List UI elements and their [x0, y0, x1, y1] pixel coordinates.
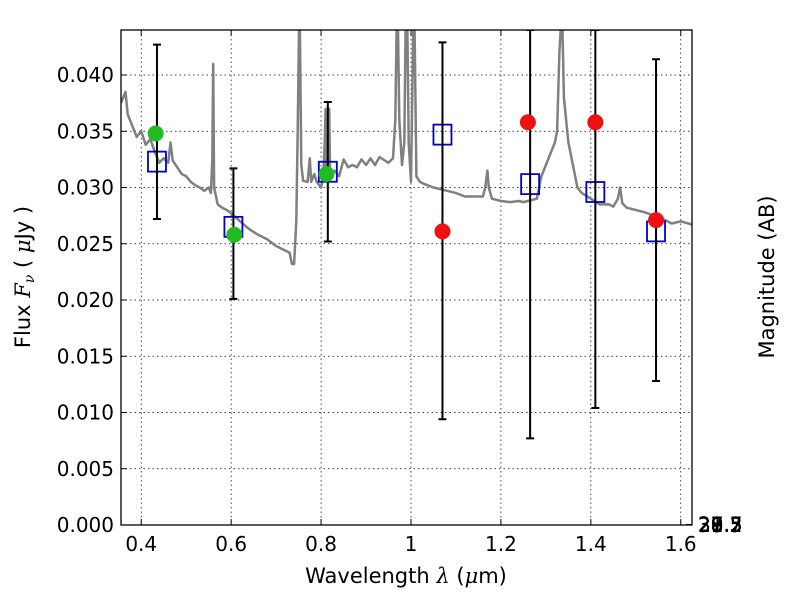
- y-axis-symbol: F: [11, 282, 35, 299]
- y-tick-label: 0.005: [57, 457, 114, 481]
- observed-flux-point: [434, 223, 451, 240]
- y-tick-label: 0.010: [57, 401, 114, 425]
- observed-flux-point: [226, 226, 243, 243]
- y2-tick-label: 27.7: [698, 513, 743, 537]
- y-tick-label: 0.000: [57, 513, 114, 537]
- y2-tick-label: 28.2: [698, 513, 743, 537]
- y-tick-label: 0.020: [57, 288, 114, 312]
- x-tick-label: 1.6: [665, 532, 697, 556]
- y-axis-unit-mu: μ: [11, 239, 35, 253]
- y2-tick-label: 27.5: [698, 513, 743, 537]
- plot-frame: [120, 29, 693, 526]
- x-tick-label: 0.8: [305, 532, 337, 556]
- observed-flux-point: [648, 212, 665, 229]
- x-tick-label: 1.2: [485, 532, 517, 556]
- grid: [121, 30, 692, 526]
- y2-axis-label: Magnitude (AB): [755, 195, 779, 358]
- y2-tick-label: 28: [698, 513, 723, 537]
- x-axis-symbol: λ: [435, 564, 449, 588]
- y-axis-label: Flux Fν ( μJy ): [11, 206, 38, 348]
- x-tick-label: 0.6: [215, 532, 247, 556]
- observed-flux-point: [587, 114, 604, 131]
- y-tick-label: 0.035: [57, 119, 114, 143]
- plot-area: [121, 30, 692, 440]
- y2-tick-label: 29.5: [698, 513, 743, 537]
- y-tick-label: 0.040: [57, 63, 114, 87]
- x-axis-unit-mu: μ: [465, 564, 479, 588]
- model-spectrum-line: [121, 30, 692, 266]
- y2-tick-label: 27.3: [698, 513, 743, 537]
- x-axis-label: Wavelength λ (μm): [305, 564, 507, 588]
- y2-tick-label: 28.5: [698, 513, 743, 537]
- observed-flux-point: [318, 166, 335, 182]
- y-tick-label: 0.030: [57, 176, 114, 200]
- x-tick-label: 1.4: [575, 532, 607, 556]
- x-tick-label: 1: [405, 532, 418, 556]
- y-tick-label: 0.015: [57, 344, 114, 368]
- y2-tick-label: 31: [698, 513, 723, 537]
- y2-tick-label: 29: [698, 513, 723, 537]
- axis-ticks: 0.4 0.6 0.8 1 1.2 1.4 1.6 0.000 0.005 0.010 0.015 0…: [57, 30, 743, 556]
- y-tick-label: 0.025: [57, 232, 114, 256]
- observed-flux-point: [147, 125, 164, 142]
- y2-tick-label: 30: [698, 513, 723, 537]
- x-tick-label: 0.4: [125, 532, 157, 556]
- y-axis-subscript: ν: [22, 274, 38, 283]
- observed-flux-point: [519, 114, 536, 131]
